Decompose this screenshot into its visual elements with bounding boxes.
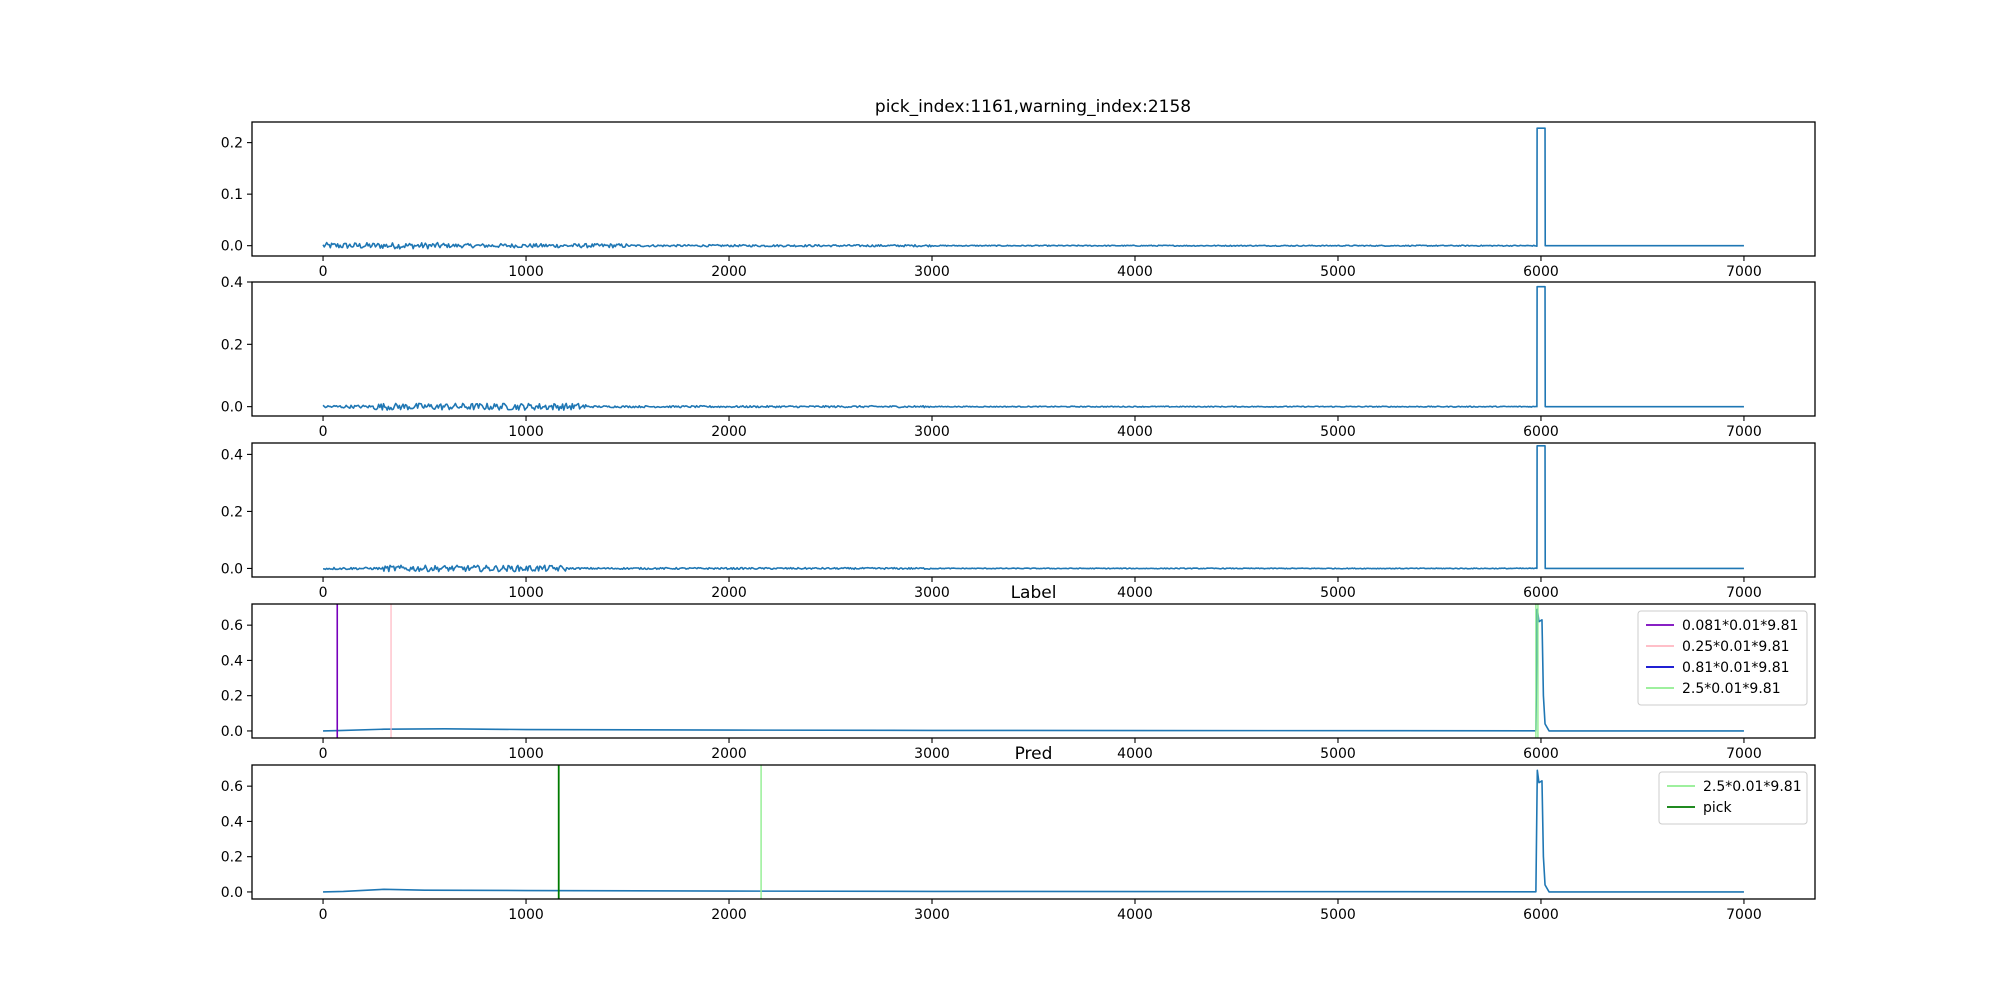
legend: 2.5*0.01*9.81 pick <box>1658 771 1808 825</box>
y-tick-label: 0.6 <box>221 618 243 634</box>
x-tick-label: 3000 <box>914 585 950 601</box>
x-tick-label: 0 <box>319 585 328 601</box>
legend-label: 2.5*0.01*9.81 <box>1703 779 1802 795</box>
axes-frame <box>251 442 1816 578</box>
plot-area <box>323 445 1744 573</box>
y-tick-label: 0.0 <box>221 239 243 255</box>
y-tick-label: 0.0 <box>221 400 243 416</box>
x-tick-label: 7000 <box>1726 907 1762 923</box>
axes-frame <box>251 281 1816 417</box>
y-tick-label: 0.2 <box>221 504 243 520</box>
x-tick-label: 3000 <box>914 424 950 440</box>
x-tick-label: 6000 <box>1523 585 1559 601</box>
legend-label: 2.5*0.01*9.81 <box>1682 681 1781 697</box>
x-tick-label: 6000 <box>1523 424 1559 440</box>
x-tick-label: 0 <box>319 424 328 440</box>
x-tick-label: 5000 <box>1320 585 1356 601</box>
y-tick-label: 0.0 <box>221 885 243 901</box>
y-tick-label: 0.2 <box>221 850 243 866</box>
y-tick-label: 0.2 <box>221 337 243 353</box>
series-line-1 <box>322 127 1744 250</box>
x-tick-label: 5000 <box>1320 424 1356 440</box>
y-tick-label: 0.2 <box>221 136 243 152</box>
legend: 0.081*0.01*9.81 0.25*0.01*9.81 0.81*0.01*9… <box>1637 610 1808 706</box>
subplot-1: 0 1000 2000 3000 4000 5000 6000 7000 0.0 0.1 0.2 <box>221 121 1816 280</box>
subplot-2: 0 1000 2000 3000 4000 5000 6000 7000 0.0 0.2 0.4 <box>221 275 1816 440</box>
y-tick-label: 0.2 <box>221 689 243 705</box>
subplot-5: 0 1000 2000 3000 4000 5000 6000 7000 0.0 0.2 0.4 0.… <box>221 744 1816 923</box>
legend-label: 0.81*0.01*9.81 <box>1682 660 1790 676</box>
x-tick-label: 1000 <box>508 907 544 923</box>
x-tick-label: 0 <box>319 746 328 762</box>
series-line-1 <box>323 445 1744 573</box>
axes-frame <box>251 764 1816 900</box>
y-tick-label: 0.4 <box>221 275 243 291</box>
y-tick-label: 0.0 <box>221 724 243 740</box>
x-tick-label: 1000 <box>508 746 544 762</box>
x-tick-label: 2000 <box>711 746 747 762</box>
x-tick-label: 5000 <box>1320 746 1356 762</box>
plot-area <box>322 127 1744 250</box>
x-tick-label: 3000 <box>914 264 950 280</box>
x-tick-label: 4000 <box>1117 585 1153 601</box>
x-tick-label: 2000 <box>711 907 747 923</box>
x-tick-label: 4000 <box>1117 424 1153 440</box>
series-line-1 <box>323 769 1744 893</box>
subplot-4: 0 1000 2000 3000 4000 5000 6000 7000 0.0 0.2 0.4 0.… <box>221 583 1816 762</box>
x-tick-label: 1000 <box>508 424 544 440</box>
x-tick-label: 1000 <box>508 264 544 280</box>
series-line-1 <box>322 285 1744 411</box>
x-tick-label: 1000 <box>508 585 544 601</box>
x-tick-label: 2000 <box>711 424 747 440</box>
legend-box <box>1637 610 1808 706</box>
legend-label: 0.25*0.01*9.81 <box>1682 639 1790 655</box>
x-tick-label: 6000 <box>1523 264 1559 280</box>
x-tick-label: 4000 <box>1117 907 1153 923</box>
y-tick-label: 0.4 <box>221 447 243 463</box>
plot-area <box>323 765 1744 899</box>
x-tick-label: 5000 <box>1320 907 1356 923</box>
plot-area <box>323 604 1744 738</box>
legend-label: 0.081*0.01*9.81 <box>1682 618 1798 634</box>
x-tick-label: 3000 <box>914 907 950 923</box>
subplot-panels: 0 1000 2000 3000 4000 5000 6000 7000 0.0 0.1 0.2 0 1… <box>221 121 1816 923</box>
y-tick-label: 0.1 <box>221 187 243 203</box>
x-tick-label: 4000 <box>1117 264 1153 280</box>
subplot-title: Pred <box>1015 744 1053 764</box>
y-tick-label: 0.4 <box>221 653 243 669</box>
x-tick-label: 7000 <box>1726 585 1762 601</box>
x-tick-label: 7000 <box>1726 746 1762 762</box>
subplot-3: 0 1000 2000 3000 4000 5000 6000 7000 0.0 0.2 0.4 <box>221 442 1816 601</box>
x-tick-label: 4000 <box>1117 746 1153 762</box>
y-tick-label: 0.4 <box>221 814 243 830</box>
x-tick-label: 7000 <box>1726 424 1762 440</box>
x-tick-label: 3000 <box>914 746 950 762</box>
x-tick-label: 6000 <box>1523 907 1559 923</box>
figure-title: pick_index:1161,warning_index:2158 <box>875 97 1191 117</box>
x-tick-label: 0 <box>319 907 328 923</box>
x-tick-label: 7000 <box>1726 264 1762 280</box>
x-tick-label: 2000 <box>711 585 747 601</box>
x-tick-label: 6000 <box>1523 746 1559 762</box>
axes-frame <box>251 603 1816 739</box>
y-tick-label: 0.6 <box>221 779 243 795</box>
y-tick-label: 0.0 <box>221 561 243 577</box>
x-tick-label: 0 <box>319 264 328 280</box>
legend-label: pick <box>1703 800 1732 816</box>
plot-area <box>322 285 1744 411</box>
legend-box <box>1658 771 1808 825</box>
x-tick-label: 2000 <box>711 264 747 280</box>
axes-frame <box>251 121 1816 257</box>
x-tick-label: 5000 <box>1320 264 1356 280</box>
subplot-title: Label <box>1011 583 1057 603</box>
